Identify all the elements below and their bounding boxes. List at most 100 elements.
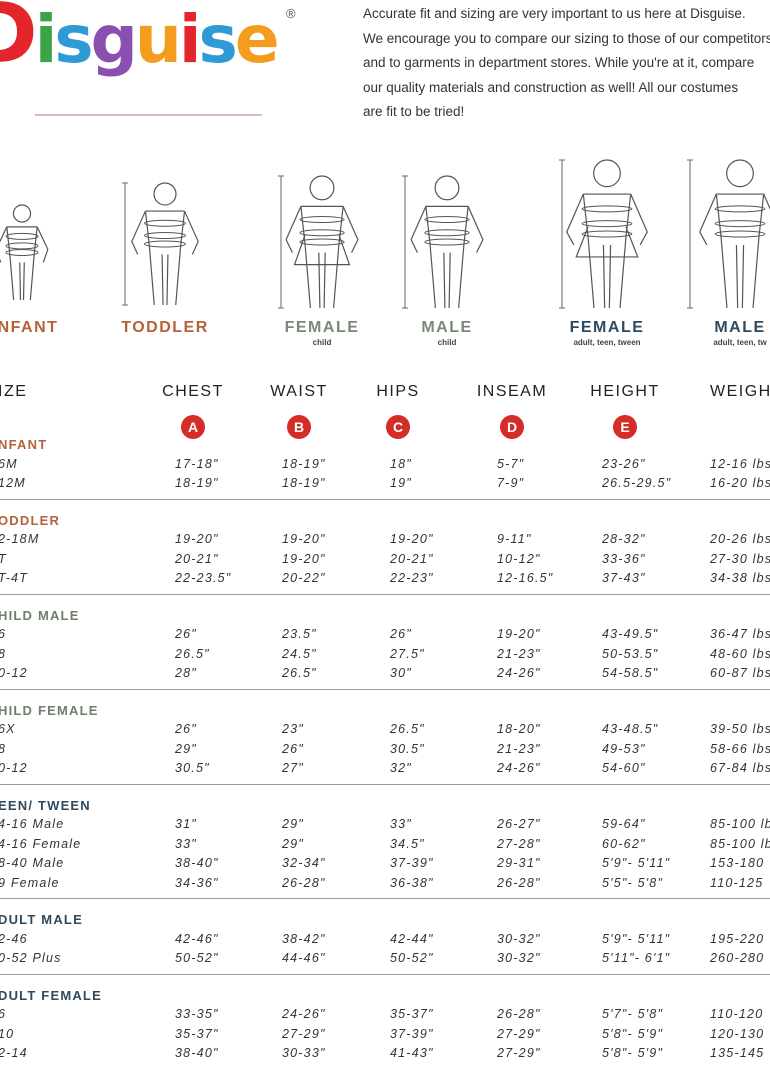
table-cell: 26-28" [282,875,326,890]
table-cell: 23-26" [602,456,646,471]
figure-measure [714,205,766,213]
figure-head [153,182,177,206]
table-cell: 54-60" [602,761,646,775]
table-cell: 43-48.5" [602,722,659,736]
table-cell: 26.5-29.5" [602,476,672,490]
figure-measure [714,220,766,228]
figure-measure [5,249,39,256]
intro-line: and to garments in department stores. Wh… [363,55,755,70]
table-cell: 33" [390,817,412,831]
column-header: HEIGHT [590,383,660,400]
figure-sublabel: child [312,338,332,347]
intro-line: our quality materials and construction a… [363,79,739,95]
table-cell: 60-87 lbs [710,666,770,680]
table-cell: 17-18" [175,456,219,471]
table-cell: 4-16 Male [0,817,65,831]
group-label: EEN/ TWEEN [0,797,91,813]
figure-measure [299,216,345,224]
table-cell: 27-28" [497,836,541,851]
figure-arms [410,206,484,253]
table-cell: 18" [390,456,412,471]
table-cell: 37-39" [390,1026,434,1041]
figure-head [726,159,754,188]
table-cell: 2-14 [0,1046,28,1060]
group-label: ODDLER [0,512,61,528]
table-cell: 0-12 [0,761,28,775]
table-cell: 5'7"- 5'8" [602,1007,664,1021]
column-badge: D [500,415,524,439]
table-cell: 32-34" [282,856,326,870]
table-cell: 8 [0,742,6,756]
group-separator [0,593,770,595]
table-cell: 38-40" [175,1046,219,1060]
table-cell: 67-84 lbs [710,761,770,775]
table-cell: 42-44" [390,931,434,946]
table-cell: 41-43" [390,1046,434,1060]
group-separator [0,783,770,785]
intro-line: We encourage you to compare our sizing t… [363,30,770,46]
figure-head [593,159,621,188]
group-label: HILD FEMALE [0,702,99,718]
table-cell: 50-52" [390,951,434,965]
table-cell: 12-16.5" [497,571,554,585]
table-cell: 37-43" [602,571,646,585]
figure-skirt [293,234,351,266]
table-cell: 43-49.5" [602,627,659,641]
column-header: WAIST [270,383,328,400]
table-cell: 5'5"- 5'8" [602,875,664,890]
table-cell: 34.5" [390,836,425,851]
table-cell: 18-19" [175,476,219,490]
table-cell: 30-33" [282,1046,326,1060]
figure-arms [566,193,648,246]
figure-arms [285,206,359,253]
table-cell: 2-46 [0,931,28,946]
table-cell: 50-53.5" [602,646,659,661]
figure-sublabel: child [437,338,457,347]
table-cell: 28" [175,666,197,680]
table-cell: 195-220 [710,931,765,946]
column-badge: E [613,415,637,439]
table-cell: 33" [175,836,197,851]
table-cell: 110-120 [710,1007,764,1021]
column-header: CHEST [162,383,224,400]
figure-sublabel: adult, teen, tw [713,338,767,347]
table-cell: 35-37" [175,1026,219,1041]
column-badge: B [287,415,311,439]
table-cell: 33-36" [602,551,646,566]
table-cell: 33-35" [175,1007,219,1021]
group-separator [0,688,770,690]
table-cell: 27-29" [497,1026,541,1041]
column-header: IZE [0,383,28,400]
figure-arms [699,193,770,246]
figure-label: TODDLER [121,319,209,336]
table-cell: 135-145 [710,1046,765,1060]
figure-label: FEMALE [569,319,645,336]
table-cell: 23.5" [282,627,317,641]
table-cell: 20-22" [282,571,326,585]
figure-measure [144,240,186,248]
table-cell: 5'9"- 5'11" [602,856,671,870]
table-cell: 21-23" [497,741,541,756]
table-cell: 24-26" [497,666,541,680]
table-cell: 20-26 lbs [710,532,770,546]
figure-measure [424,229,470,237]
table-cell: 27-29" [282,1026,326,1041]
figure-head [434,175,460,201]
table-cell: 24-26" [282,1007,326,1021]
group-label: DULT FEMALE [0,987,102,1003]
table-cell: 6X [0,722,16,736]
figure-measure [581,220,633,228]
table-cell: 12M [0,476,26,490]
column-header: WEIGH [710,383,770,400]
figure-measure [714,230,766,238]
figure-measure [581,205,633,213]
table-cell: 2-18M [0,532,40,546]
table-cell: 18-19" [282,476,326,490]
table-cell: 21-23" [497,646,541,661]
table-cell: 20-21" [390,551,434,566]
figure-skirt [575,226,639,258]
column-badge: C [386,415,410,439]
table-cell: 6 [0,1007,6,1021]
figure-measure [144,231,186,239]
table-cell: 10 [0,1026,15,1041]
